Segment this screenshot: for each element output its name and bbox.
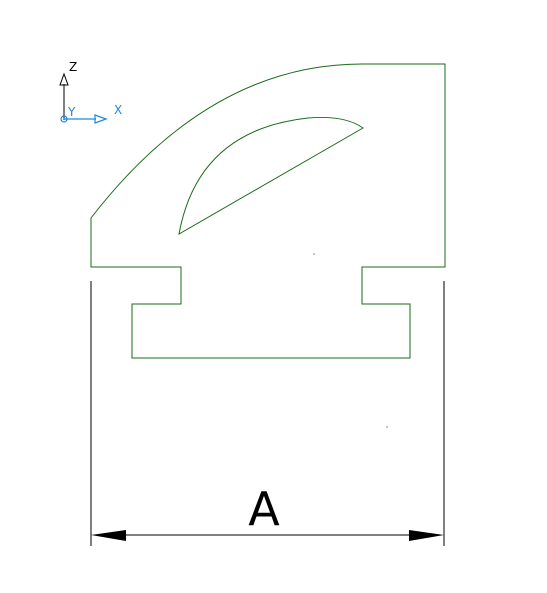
x-axis-label: X xyxy=(114,103,122,117)
outer-profile-shape xyxy=(90,63,446,359)
profile-outline xyxy=(90,63,446,359)
dimension-a: A xyxy=(90,281,445,546)
z-axis-arrow-icon xyxy=(59,72,69,86)
dimension-label: A xyxy=(248,482,280,536)
arrowhead-left-icon xyxy=(91,530,126,541)
stray-dot xyxy=(313,253,315,255)
y-axis-origin-icon xyxy=(60,115,68,123)
coordinate-triad: Z X Y xyxy=(59,60,122,124)
y-axis-label: Y xyxy=(67,105,76,119)
x-axis-arrow-icon xyxy=(94,114,108,124)
arrowhead-right-icon xyxy=(409,530,444,541)
crescent-cutout xyxy=(178,117,364,235)
stray-dot xyxy=(386,426,388,428)
y-axis-origin-dot xyxy=(63,118,65,120)
z-axis-label: Z xyxy=(69,60,77,74)
